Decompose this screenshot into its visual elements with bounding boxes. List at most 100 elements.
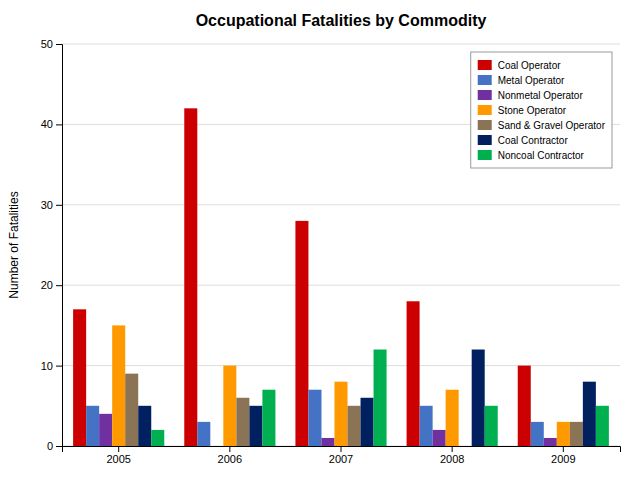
y-axis: 01020304050 (41, 38, 63, 452)
bar (262, 390, 275, 446)
plot-area: 0102030405020052006200720082009Coal Oper… (41, 38, 621, 465)
grid-line (62, 365, 620, 366)
bar-series (112, 325, 570, 446)
y-tick-mark (56, 446, 62, 447)
bar (446, 390, 459, 446)
grid-line (62, 44, 620, 45)
bar (321, 438, 334, 446)
bar (334, 382, 347, 446)
legend-item: Stone Operator (478, 105, 567, 116)
legend-item: Metal Operator (478, 75, 565, 86)
y-tick-label: 40 (41, 118, 53, 130)
bar (125, 374, 138, 446)
bar (223, 366, 236, 446)
bar (531, 422, 544, 446)
bar-series (125, 374, 583, 446)
bar (295, 221, 308, 446)
chart-title: Occupational Fatalities by Commodity (196, 12, 487, 29)
bar (361, 398, 374, 446)
x-tick: 2009 (551, 446, 575, 465)
bar-series (138, 350, 596, 446)
x-tick-mark (452, 446, 453, 452)
legend-box (471, 52, 612, 168)
x-tick-label: 2005 (106, 453, 130, 465)
bar (348, 406, 361, 446)
bar (151, 430, 164, 446)
legend-item: Sand & Gravel Operator (478, 120, 606, 131)
bar (472, 350, 485, 446)
x-tick-mark (563, 446, 564, 452)
bar (374, 350, 387, 446)
x-tick-label: 2008 (440, 453, 464, 465)
bar (433, 430, 446, 446)
y-tick-mark (56, 205, 62, 206)
legend-item: Noncoal Contractor (478, 150, 585, 161)
y-tick-label: 20 (41, 279, 53, 291)
bar (249, 406, 262, 446)
y-tick-mark (56, 366, 62, 367)
y-tick-label: 30 (41, 199, 53, 211)
x-tick-label: 2009 (551, 453, 575, 465)
grid-line (62, 285, 620, 286)
chart-container: 0102030405020052006200720082009Coal Oper… (0, 0, 640, 480)
x-tick-mark (229, 446, 230, 452)
legend-swatch (478, 150, 492, 160)
legend-label: Coal Contractor (498, 135, 569, 146)
bar (459, 446, 472, 447)
x-tick: 2008 (440, 446, 464, 465)
grid (62, 44, 620, 446)
bar (570, 422, 583, 446)
y-tick: 20 (41, 279, 62, 291)
y-tick: 30 (41, 199, 62, 211)
bar-series (73, 108, 531, 446)
bar (73, 309, 86, 446)
bar (99, 414, 112, 446)
legend-label: Metal Operator (498, 75, 565, 86)
y-tick: 50 (41, 38, 62, 50)
grid-line (62, 204, 620, 205)
bar (518, 366, 531, 446)
y-tick-mark (56, 285, 62, 286)
legend-swatch (478, 105, 492, 115)
y-tick: 40 (41, 118, 62, 130)
legend-label: Coal Operator (498, 60, 561, 71)
legend: Coal Operator Metal Operator Nonmetal Oper… (471, 52, 612, 168)
legend-item: Nonmetal Operator (478, 90, 584, 101)
bar (557, 422, 570, 446)
bar (308, 390, 321, 446)
bar (583, 382, 596, 446)
x-tick: 2007 (329, 446, 353, 465)
bar (210, 446, 223, 447)
legend-item: Coal Contractor (478, 135, 569, 146)
bar-series (151, 350, 609, 446)
y-tick-label: 50 (41, 38, 53, 50)
legend-swatch (478, 75, 492, 85)
bar (407, 301, 420, 446)
legend-label: Sand & Gravel Operator (498, 120, 606, 131)
y-axis-line (56, 45, 63, 447)
x-tick: 2005 (106, 446, 130, 465)
y-tick-mark (56, 44, 62, 45)
y-axis-title: Number of Fatalities (7, 191, 21, 298)
legend-item: Coal Operator (478, 60, 561, 71)
x-tick: 2006 (218, 446, 242, 465)
x-axis: 2005 2006 2007 2008 2009 (63, 446, 621, 465)
bar (485, 406, 498, 446)
bar (197, 422, 210, 446)
bar (86, 406, 99, 446)
legend-swatch (478, 120, 492, 130)
chart-svg: 0102030405020052006200720082009Coal Oper… (0, 0, 640, 480)
bar (596, 406, 609, 446)
bar (236, 398, 249, 446)
x-axis-line (63, 447, 621, 453)
bars (73, 108, 609, 446)
bar (138, 406, 151, 446)
legend-swatch (478, 60, 492, 70)
legend-label: Stone Operator (498, 105, 567, 116)
y-tick: 0 (47, 440, 62, 452)
bar (184, 108, 197, 446)
legend-swatch (478, 90, 492, 100)
x-tick-mark (118, 446, 119, 452)
bar (112, 325, 125, 446)
legend-swatch (478, 135, 492, 145)
